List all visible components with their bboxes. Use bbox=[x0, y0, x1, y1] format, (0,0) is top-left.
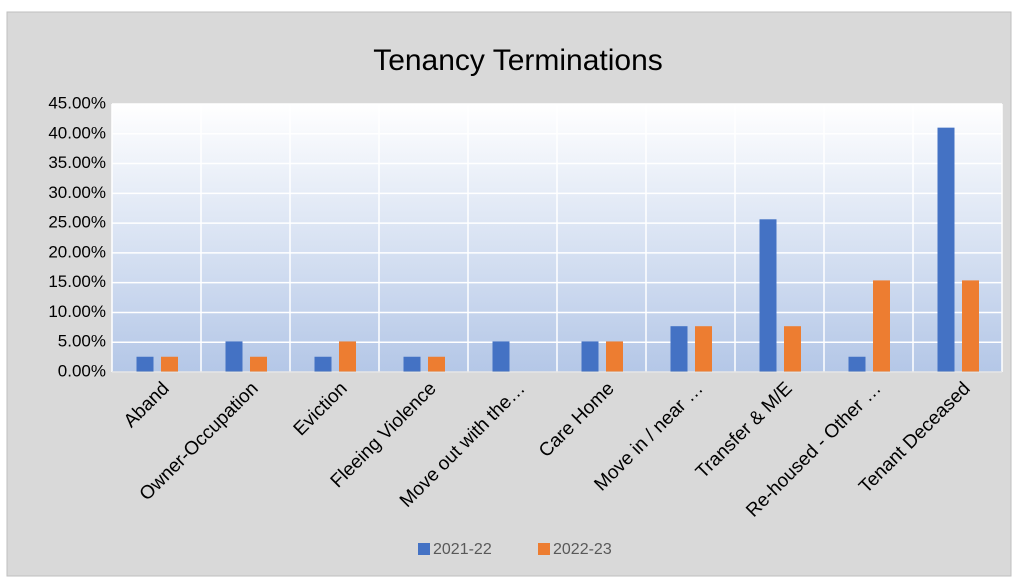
bar bbox=[161, 356, 178, 372]
legend-label: 2022-23 bbox=[553, 541, 612, 558]
legend-swatch bbox=[538, 543, 550, 555]
bar bbox=[225, 341, 243, 372]
bar bbox=[962, 280, 979, 372]
bar bbox=[581, 341, 599, 372]
legend-label: 2021-22 bbox=[433, 541, 492, 558]
bar bbox=[873, 280, 890, 372]
y-tick-label: 0.00% bbox=[58, 361, 106, 380]
y-tick-label: 5.00% bbox=[58, 332, 106, 351]
legend-swatch bbox=[418, 543, 430, 555]
bar bbox=[250, 356, 267, 372]
bar bbox=[848, 356, 866, 372]
y-tick-label: 25.00% bbox=[48, 213, 106, 232]
bar bbox=[339, 341, 356, 372]
bar bbox=[492, 341, 510, 372]
y-tick-label: 35.00% bbox=[48, 153, 106, 172]
y-tick-label: 45.00% bbox=[48, 93, 106, 112]
bar bbox=[695, 326, 712, 372]
bar bbox=[606, 341, 623, 372]
y-tick-label: 10.00% bbox=[48, 302, 106, 321]
bar bbox=[759, 219, 777, 372]
bar bbox=[428, 356, 445, 372]
y-tick-label: 20.00% bbox=[48, 242, 106, 261]
bar bbox=[403, 356, 421, 372]
bar bbox=[314, 356, 332, 372]
bar bbox=[784, 326, 801, 372]
bar bbox=[670, 326, 688, 372]
y-tick-label: 30.00% bbox=[48, 183, 106, 202]
chart-title: Tenancy Terminations bbox=[373, 44, 663, 77]
y-tick-label: 15.00% bbox=[48, 272, 106, 291]
bar bbox=[937, 127, 955, 372]
bar bbox=[136, 356, 154, 372]
y-tick-label: 40.00% bbox=[48, 123, 106, 142]
